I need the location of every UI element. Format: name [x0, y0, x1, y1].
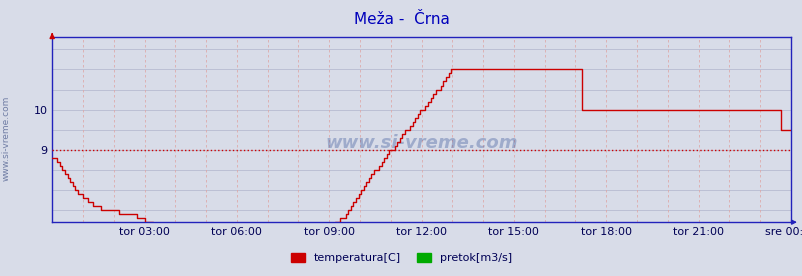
Legend: temperatura[C], pretok[m3/s]: temperatura[C], pretok[m3/s] — [286, 249, 516, 268]
Text: www.si-vreme.com: www.si-vreme.com — [325, 134, 517, 152]
Text: Meža -  Črna: Meža - Črna — [353, 12, 449, 27]
Text: www.si-vreme.com: www.si-vreme.com — [2, 95, 11, 181]
